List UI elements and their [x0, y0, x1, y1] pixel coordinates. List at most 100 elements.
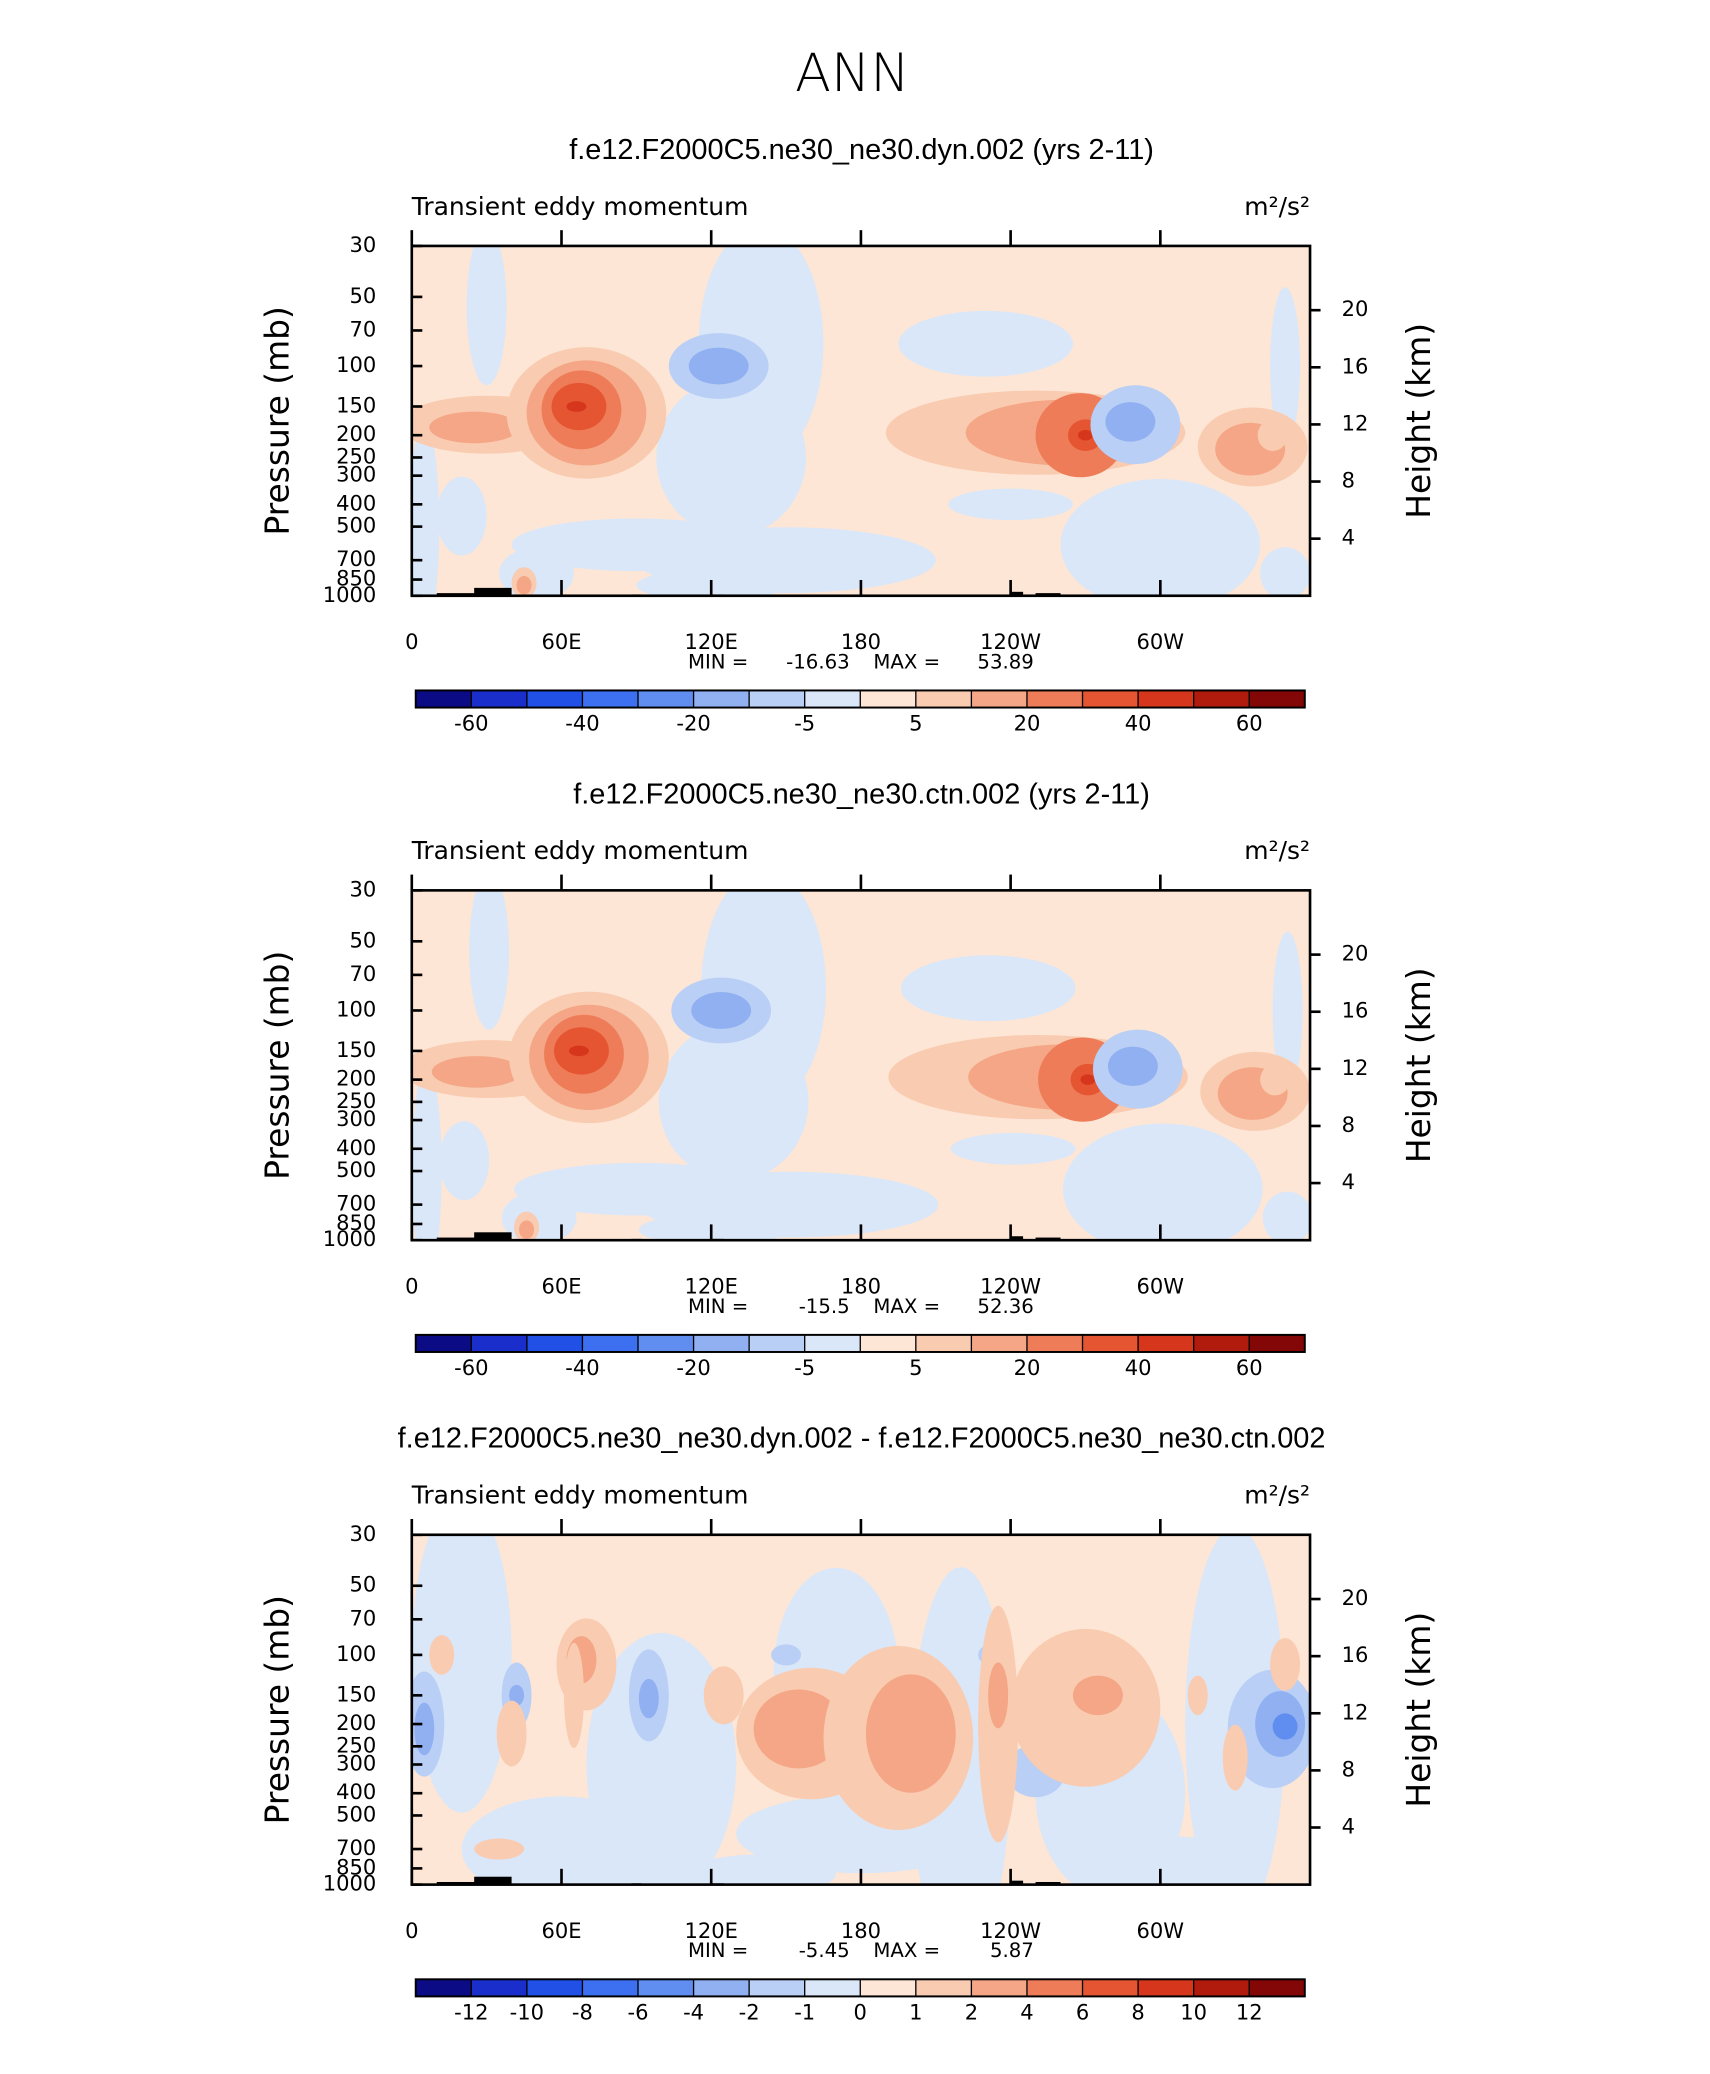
colorbar-box [860, 1979, 916, 1997]
panel-subtitle: Transient eddy momentum [411, 192, 749, 221]
colorbar-box [415, 1334, 472, 1352]
colorbar-label: -40 [565, 711, 599, 736]
contour-region [658, 1022, 809, 1181]
y2-axis-label: Height (km) [1399, 323, 1438, 519]
y-tick-label: 200 [336, 1710, 376, 1735]
x-tick-label: 180 [841, 1274, 881, 1299]
x-tick-label: 120E [684, 1274, 737, 1299]
y2-tick-label: 16 [1342, 1642, 1369, 1667]
colorbar-label: 40 [1125, 1355, 1152, 1380]
y2-tick-label: 8 [1342, 468, 1355, 493]
colorbar-box [415, 690, 472, 708]
topography [1010, 1236, 1024, 1241]
contour-region [898, 310, 1074, 377]
x-tick-label: 60W [1137, 1918, 1185, 1943]
colorbar-label: 5 [909, 711, 922, 736]
colorbar-label: -12 [454, 2000, 488, 2025]
colorbar-frame [414, 1333, 1306, 1353]
contour-region [1272, 1713, 1298, 1740]
contour-region [436, 476, 487, 556]
y-tick-label: 850 [336, 1210, 376, 1235]
units: m²/s² [1244, 192, 1310, 221]
contour-region [411, 1065, 442, 1241]
contour-region [414, 1702, 435, 1756]
colorbar-box [637, 1979, 694, 1997]
colorbar-box [1138, 690, 1194, 708]
y-tick-label: 850 [336, 1854, 376, 1879]
colorbar-box [804, 690, 861, 708]
contour-region [1105, 402, 1156, 442]
colorbar-label: 8 [1131, 2000, 1144, 2025]
y-tick-label: 400 [336, 490, 376, 515]
contour-region [429, 411, 520, 444]
y-tick-label: 250 [336, 1088, 376, 1113]
colorbar-box [1193, 1334, 1250, 1352]
colorbar-label: -1 [794, 2000, 815, 2025]
colorbar-label: 10 [1180, 2000, 1207, 2025]
colorbar-label: -2 [739, 2000, 760, 2025]
colorbar-box [971, 1334, 1027, 1352]
y-tick-label: 70 [350, 316, 377, 341]
y-tick-label: 50 [350, 1572, 377, 1597]
colorbar-box [471, 1334, 527, 1352]
y2-tick-label: 4 [1342, 1814, 1355, 1839]
contour-region [516, 576, 532, 595]
contour-region [1260, 547, 1311, 596]
contour-region [1272, 931, 1303, 1090]
colorbar-box [526, 1979, 583, 1997]
panel-title: f.e12.F2000C5.ne30_ne30.dyn.002 - f.e12.… [398, 1423, 1326, 1455]
y2-tick-label: 4 [1342, 525, 1355, 550]
colorbar-box [1249, 1979, 1305, 1997]
contour-region [1077, 429, 1093, 441]
colorbar-box [749, 690, 805, 708]
contour-region [1257, 419, 1288, 451]
colorbar-box [637, 1334, 694, 1352]
colorbar-label: -5 [794, 1355, 815, 1380]
contour-region [466, 245, 507, 386]
panel-title: f.e12.F2000C5.ne30_ne30.dyn.002 (yrs 2-1… [569, 134, 1154, 166]
colorbar-label: 40 [1125, 711, 1152, 736]
y-tick-label: 500 [336, 513, 376, 538]
y-tick-label: 200 [336, 421, 376, 446]
panel-subtitle: Transient eddy momentum [411, 1481, 749, 1510]
contour-region [900, 955, 1076, 1022]
y-tick-label: 30 [350, 876, 377, 901]
colorbar-box [415, 1979, 472, 1997]
y2-tick-label: 12 [1342, 1055, 1369, 1080]
contour-field [411, 890, 1311, 1241]
y-tick-label: 1000 [323, 1871, 377, 1896]
y-tick-label: 1000 [323, 582, 377, 607]
x-tick-label: 120W [980, 1918, 1041, 1943]
contour-region [950, 1132, 1076, 1165]
y-tick-label: 70 [350, 1605, 377, 1630]
y-tick-label: 400 [336, 1135, 376, 1160]
colorbar-label: 60 [1236, 1355, 1263, 1380]
topography [474, 1232, 512, 1241]
colorbar-label: 20 [1014, 711, 1041, 736]
contour-region [1187, 1675, 1208, 1716]
colorbar-box [637, 690, 694, 708]
y-tick-label: 700 [336, 1835, 376, 1860]
colorbar-box [693, 1334, 750, 1352]
contour-region [1060, 479, 1261, 596]
colorbar-box [749, 1334, 805, 1352]
colorbar-label: -10 [510, 2000, 544, 2025]
contour-region [948, 488, 1074, 521]
contour-region [509, 1684, 525, 1706]
x-tick-label: 180 [841, 1918, 881, 1943]
y-tick-label: 100 [336, 352, 376, 377]
y-tick-label: 50 [350, 927, 377, 952]
colorbar-label: 2 [965, 2000, 978, 2025]
x-tick-label: 60E [541, 1274, 581, 1299]
min-value: -5.45 [799, 1939, 850, 1962]
max-value: 53.89 [977, 650, 1033, 673]
colorbar-box [1249, 690, 1305, 708]
colorbar-label: -20 [676, 711, 710, 736]
min-value: -16.63 [786, 650, 850, 673]
x-tick-label: 60W [1137, 1274, 1185, 1299]
contour-region [474, 1838, 525, 1860]
contour-region [501, 1191, 577, 1241]
y-tick-label: 30 [350, 232, 377, 257]
max-label: MAX = [873, 1295, 940, 1318]
y-tick-label: 700 [336, 1191, 376, 1216]
